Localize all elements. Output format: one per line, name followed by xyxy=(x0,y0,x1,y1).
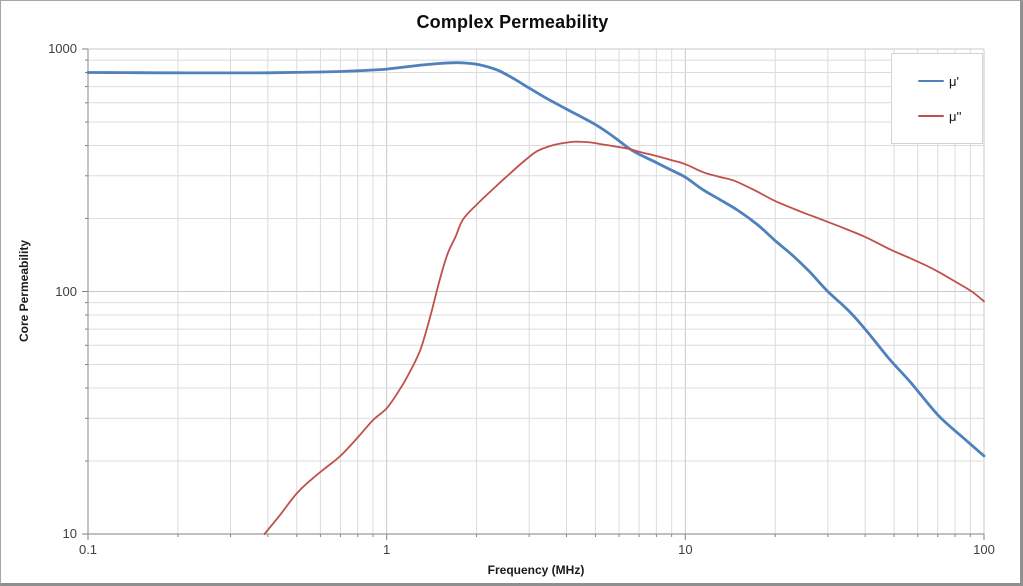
mu-prime-line-swatch-icon xyxy=(918,79,944,83)
x-axis-title: Frequency (MHz) xyxy=(487,563,585,577)
legend-label-mu-prime: μ' xyxy=(949,73,959,89)
y-tick-label: 1000 xyxy=(48,41,77,56)
y-tick-label: 100 xyxy=(55,283,77,299)
legend-entry-mu-double-prime: μ'' xyxy=(918,110,982,123)
mu-double-prime-line-swatch-icon xyxy=(918,115,944,117)
chart-title: Complex Permeability xyxy=(416,12,609,32)
x-tick-label: 1 xyxy=(383,542,391,557)
legend: μ' μ'' xyxy=(891,53,983,144)
y-tick-label: 10 xyxy=(62,526,77,541)
x-tick-label: 0.1 xyxy=(78,542,98,557)
series-line-mu-prime xyxy=(86,61,986,458)
x-tick-label: 10 xyxy=(678,542,693,557)
plot-svg xyxy=(82,48,986,540)
legend-entry-mu-prime: μ' xyxy=(918,75,982,88)
series-line-mu-double-prime xyxy=(263,140,985,535)
plot-area xyxy=(82,48,986,540)
legend-label-mu-double-prime: μ'' xyxy=(949,108,962,124)
x-tick-label: 100 xyxy=(973,542,995,557)
